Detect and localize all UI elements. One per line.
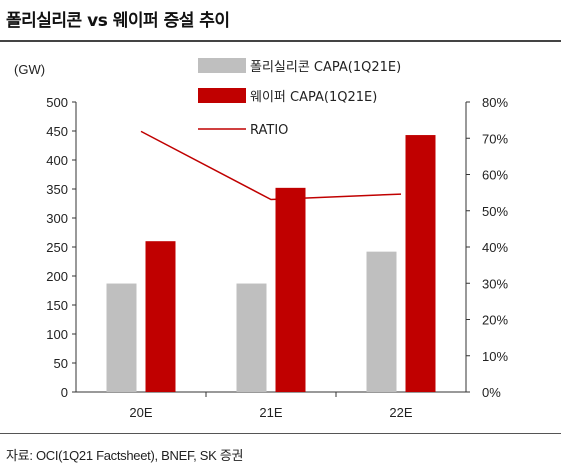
y-left-tick-label: 100 [46, 327, 68, 342]
y-right-tick-label: 40% [482, 240, 508, 255]
legend-swatch-wafer [198, 88, 246, 103]
y-right-tick-label: 70% [482, 131, 508, 146]
bar-polysilicon [236, 283, 267, 392]
legend-label-wafer: 웨이퍼 CAPA(1Q21E) [250, 90, 377, 105]
source-divider [0, 433, 561, 434]
x-tick-label: 20E [129, 405, 152, 420]
x-axis-ticks: 20E 21E 22E [129, 392, 413, 420]
x-tick-label: 21E [259, 405, 282, 420]
y-right-tick-label: 0% [482, 385, 501, 400]
y-right-tick-label: 20% [482, 313, 508, 328]
bars [106, 135, 436, 392]
y-left-tick-label: 300 [46, 211, 68, 226]
y-left-tick-label: 150 [46, 298, 68, 313]
title-divider [0, 40, 561, 42]
y-right-tick-label: 80% [482, 95, 508, 110]
y-axis-left-label: (GW) [14, 62, 45, 77]
y-right-tick-label: 30% [482, 276, 508, 291]
y-axis-right-ticks: 0% 10% 20% 30% 40% 50% 60% 70% 80% [466, 95, 508, 400]
ratio-polyline [140, 130, 402, 201]
chart-title: 폴리실리콘 vs 웨이퍼 증설 추이 [6, 11, 230, 31]
ratio-line [140, 130, 402, 201]
y-right-tick-label: 60% [482, 168, 508, 183]
y-left-tick-label: 50 [54, 356, 68, 371]
bar-wafer [275, 187, 306, 392]
bar-polysilicon [106, 283, 137, 392]
source-note: 자료: OCI(1Q21 Factsheet), BNEF, SK 증권 [6, 448, 244, 463]
bar-wafer [405, 135, 436, 392]
y-left-tick-label: 250 [46, 240, 68, 255]
legend-label-polysilicon: 폴리실리콘 CAPA(1Q21E) [250, 60, 401, 75]
y-left-tick-label: 400 [46, 153, 68, 168]
y-left-tick-label: 200 [46, 269, 68, 284]
x-tick-label: 22E [389, 405, 412, 420]
legend: 폴리실리콘 CAPA(1Q21E) 웨이퍼 CAPA(1Q21E) RATIO [198, 58, 401, 138]
y-right-tick-label: 50% [482, 204, 508, 219]
bar-polysilicon [366, 251, 397, 392]
legend-swatch-polysilicon [198, 58, 246, 73]
y-left-tick-label: 350 [46, 182, 68, 197]
y-left-tick-label: 450 [46, 124, 68, 139]
chart: (GW) 0 50 100 150 200 250 300 350 400 450 500 0% 10… [14, 58, 508, 420]
y-left-tick-label: 0 [61, 385, 68, 400]
legend-label-ratio: RATIO [250, 123, 288, 138]
y-left-tick-label: 500 [46, 95, 68, 110]
bar-wafer [145, 241, 176, 392]
y-axis-left-ticks: 0 50 100 150 200 250 300 350 400 450 500 [46, 95, 76, 400]
y-right-tick-label: 10% [482, 349, 508, 364]
